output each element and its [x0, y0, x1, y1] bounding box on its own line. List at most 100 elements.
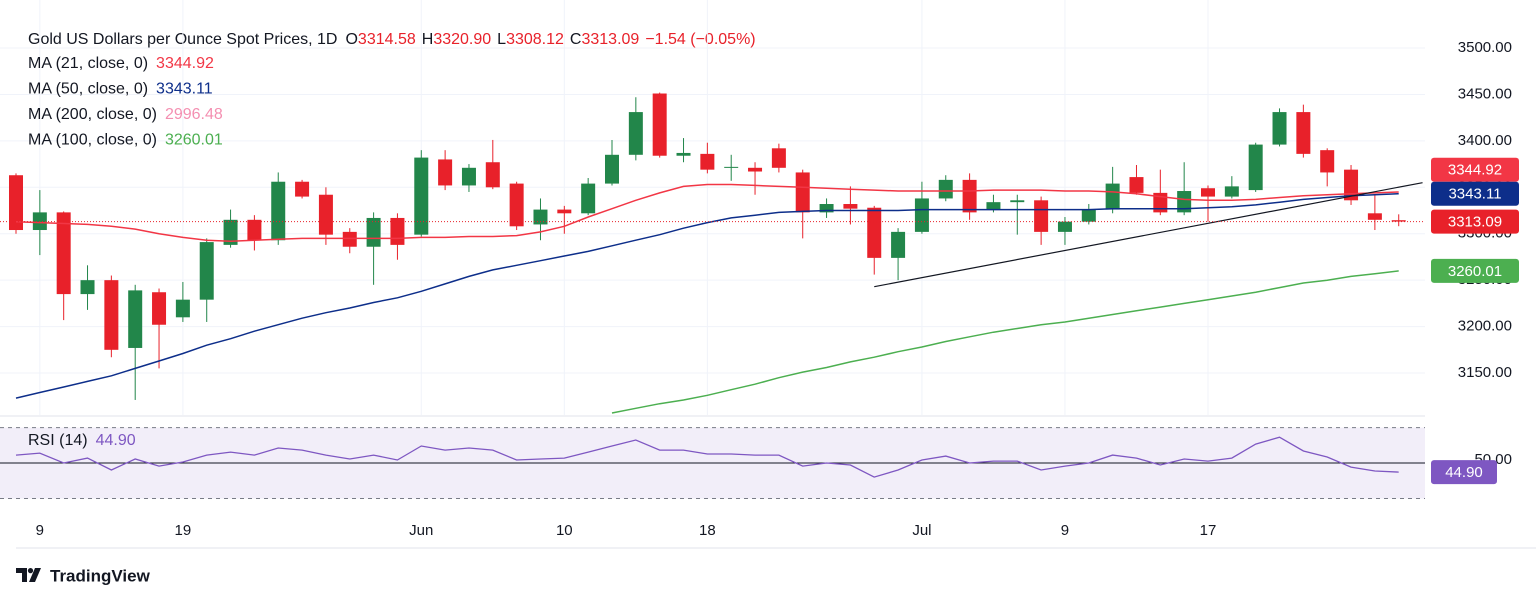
- price-tick-label: 3400.00: [1458, 132, 1512, 149]
- candle-body: [628, 112, 643, 155]
- candle-body: [891, 231, 906, 258]
- header-change: −1.54 (−0.05%): [645, 31, 755, 48]
- axis-value-label: 3313.09: [1448, 214, 1502, 231]
- candle-body: [867, 207, 882, 258]
- ma-value: 3344.92: [156, 55, 214, 72]
- time-tick-label: 9: [36, 522, 44, 539]
- axis-value-label: 3344.92: [1448, 162, 1502, 179]
- candle-body: [80, 280, 95, 295]
- candle-body: [676, 152, 691, 156]
- rsi-axis-value: 44.90: [1445, 464, 1483, 481]
- brand-logo: [16, 568, 41, 582]
- ohlc-value: 3313.09: [581, 31, 639, 48]
- candle-body: [1272, 112, 1287, 145]
- candle-body: [771, 148, 786, 168]
- ma-name: MA (200, close, 0): [28, 106, 157, 123]
- candle-body: [1129, 177, 1144, 193]
- axis-value-box: [1431, 181, 1519, 206]
- candle-body: [1344, 169, 1359, 201]
- rsi-legend: RSI (14) 44.90: [28, 432, 136, 449]
- candle-body: [986, 202, 1001, 210]
- ohlc-label: C: [570, 31, 582, 48]
- candle-body: [1296, 112, 1311, 154]
- price-tick-label: 3450.00: [1458, 85, 1512, 102]
- ohlc-value: 3308.12: [506, 31, 564, 48]
- ma-name: MA (21, close, 0): [28, 55, 148, 72]
- ohlc-value: 3320.90: [433, 31, 491, 48]
- time-tick-label: 18: [699, 522, 716, 539]
- candle-body: [128, 290, 143, 348]
- candle-body: [509, 183, 524, 227]
- candle-body: [485, 162, 500, 188]
- candle-body: [461, 167, 476, 186]
- candle-body: [748, 167, 763, 172]
- rsi-value: 44.90: [96, 432, 136, 449]
- candle-body: [366, 217, 381, 247]
- candle-body: [557, 209, 572, 214]
- axis-value-box: [1431, 209, 1519, 234]
- price-tick-label: 3500.00: [1458, 39, 1512, 56]
- ma-legend: MA (21, close, 0) 3344.92: [28, 55, 214, 72]
- brand-name: TradingView: [50, 566, 151, 585]
- candle-body: [318, 194, 333, 235]
- candle-body: [795, 172, 810, 213]
- moving-average-line: [611, 270, 1399, 414]
- candle-body: [1248, 144, 1263, 191]
- candle-body: [843, 204, 858, 209]
- ma-legend: MA (50, close, 0) 3343.11: [28, 81, 213, 98]
- candle-body: [1010, 200, 1025, 203]
- candle-body: [342, 231, 357, 247]
- candle-body: [605, 154, 619, 184]
- axis-value-box: [1431, 258, 1519, 283]
- time-tick-label: 9: [1061, 522, 1069, 539]
- candle-body: [700, 153, 715, 170]
- candle-body: [1081, 209, 1096, 222]
- rsi-axis-box: [1431, 460, 1497, 485]
- candle-body: [938, 179, 953, 199]
- candle-body: [9, 175, 23, 231]
- candle-body: [1177, 191, 1192, 213]
- time-tick-label: 19: [175, 522, 192, 539]
- candle-body: [295, 181, 310, 197]
- candle-body: [724, 166, 739, 168]
- ma-name: MA (100, close, 0): [28, 132, 157, 149]
- ohlc-label: O: [345, 31, 357, 48]
- rsi-name: RSI (14): [28, 432, 88, 449]
- chart-header: Gold US Dollars per Ounce Spot Prices, 1…: [28, 31, 756, 48]
- axis-value-box: [1431, 157, 1519, 182]
- time-tick-label: 17: [1200, 522, 1217, 539]
- candle-body: [652, 93, 667, 156]
- price-pane: [0, 0, 1425, 415]
- candle-body: [199, 242, 214, 300]
- trend-line: [874, 182, 1423, 288]
- candle-body: [1391, 220, 1406, 222]
- candle-body: [533, 209, 548, 225]
- ma-legend: MA (100, close, 0) 3260.01: [28, 132, 223, 149]
- ma-value: 3343.11: [156, 81, 213, 98]
- rsi-line: [15, 436, 1399, 478]
- ohlc-value: 3314.58: [358, 31, 416, 48]
- candle-body: [152, 292, 167, 325]
- candle-body: [271, 181, 286, 241]
- time-tick-label: Jul: [912, 522, 931, 539]
- price-tick-label: 3150.00: [1458, 364, 1512, 381]
- ohlc-label: L: [497, 31, 506, 48]
- candle-body: [581, 183, 596, 214]
- candle-body: [104, 280, 119, 350]
- ma-value: 3260.01: [165, 132, 223, 149]
- candle-body: [914, 198, 929, 232]
- candle-body: [1367, 213, 1382, 220]
- candle-body: [962, 179, 977, 213]
- candle-body: [1034, 200, 1049, 232]
- time-tick-label: Jun: [409, 522, 433, 539]
- axis-value-label: 3343.11: [1448, 186, 1501, 203]
- ohlc-label: H: [422, 31, 434, 48]
- time-tick-label: 10: [556, 522, 573, 539]
- ma-name: MA (50, close, 0): [28, 81, 148, 98]
- ma-value: 2996.48: [165, 106, 223, 123]
- axis-value-label: 3260.01: [1448, 263, 1502, 280]
- price-tick-label: 3200.00: [1458, 318, 1512, 335]
- candle-body: [819, 204, 834, 213]
- candle-body: [1224, 186, 1239, 197]
